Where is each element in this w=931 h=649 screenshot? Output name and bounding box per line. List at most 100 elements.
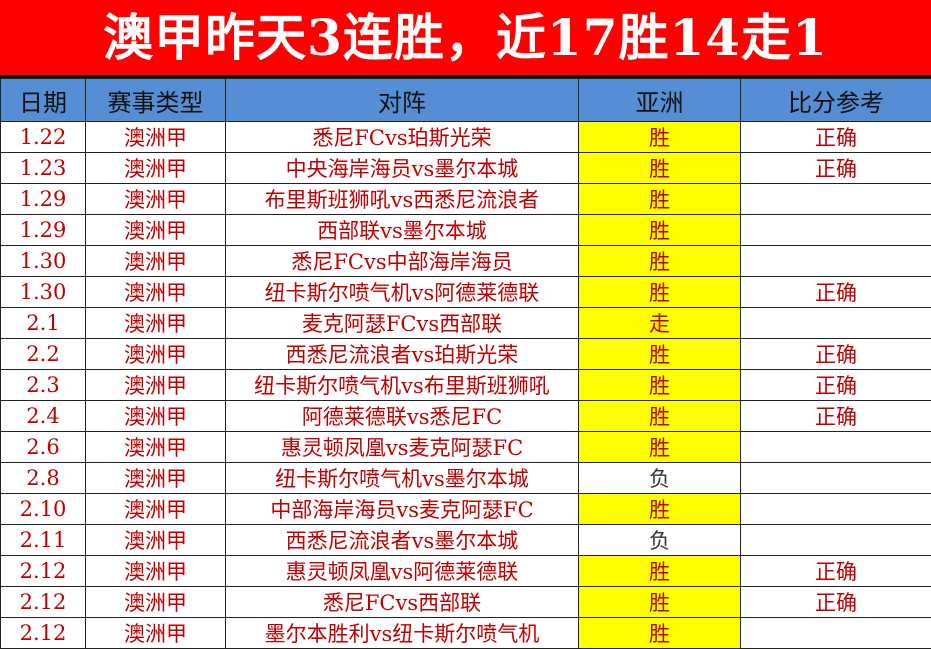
asia-cell: 胜 bbox=[578, 276, 741, 308]
type-cell: 澳洲甲 bbox=[85, 400, 226, 432]
header-asia: 亚洲 bbox=[578, 78, 741, 122]
score-cell: 正确 bbox=[740, 555, 931, 587]
results-table: 日期 赛事类型 对阵 亚洲 比分参考 1.22 澳洲甲 悉尼FCvs珀斯光荣胜正确 1… bbox=[0, 78, 931, 649]
asia-cell: 负 bbox=[578, 524, 741, 556]
match-cell: 阿德莱德联vs悉尼FC bbox=[225, 400, 579, 432]
match-cell: 惠灵顿凤凰vs阿德莱德联 bbox=[225, 555, 579, 587]
match-cell: 麦克阿瑟FCvs西部联 bbox=[225, 307, 579, 339]
date-cell: 2.4 bbox=[0, 400, 86, 432]
table-row: 2.3 澳洲甲 纽卡斯尔喷气机vs布里斯班狮吼胜正确 bbox=[0, 369, 931, 401]
match-cell: 西悉尼流浪者vs珀斯光荣 bbox=[225, 338, 579, 370]
match-cell: 中央海岸海员vs墨尔本城 bbox=[225, 152, 579, 184]
date-cell: 2.12 bbox=[0, 586, 86, 618]
score-cell bbox=[740, 307, 931, 339]
score-cell bbox=[740, 524, 931, 556]
date-cell: 2.11 bbox=[0, 524, 86, 556]
score-cell bbox=[740, 245, 931, 277]
type-cell: 澳洲甲 bbox=[85, 555, 226, 587]
type-cell: 澳洲甲 bbox=[85, 183, 226, 215]
asia-cell: 胜 bbox=[578, 152, 741, 184]
date-cell: 2.3 bbox=[0, 369, 86, 401]
type-cell: 澳洲甲 bbox=[85, 617, 226, 649]
header-date: 日期 bbox=[0, 78, 86, 122]
match-cell: 布里斯班狮吼vs西悉尼流浪者 bbox=[225, 183, 579, 215]
date-cell: 1.29 bbox=[0, 214, 86, 246]
asia-cell: 胜 bbox=[578, 338, 741, 370]
date-cell: 1.23 bbox=[0, 152, 86, 184]
match-cell: 纽卡斯尔喷气机vs布里斯班狮吼 bbox=[225, 369, 579, 401]
type-cell: 澳洲甲 bbox=[85, 431, 226, 463]
date-cell: 2.2 bbox=[0, 338, 86, 370]
type-cell: 澳洲甲 bbox=[85, 307, 226, 339]
date-cell: 1.22 bbox=[0, 121, 86, 153]
type-cell: 澳洲甲 bbox=[85, 462, 226, 494]
table-row: 2.12 澳洲甲 惠灵顿凤凰vs阿德莱德联胜正确 bbox=[0, 555, 931, 587]
table-row: 2.11 澳洲甲 西悉尼流浪者vs墨尔本城负 bbox=[0, 524, 931, 556]
asia-cell: 胜 bbox=[578, 617, 741, 649]
type-cell: 澳洲甲 bbox=[85, 121, 226, 153]
asia-cell: 走 bbox=[578, 307, 741, 339]
score-cell bbox=[740, 214, 931, 246]
match-cell: 西部联vs墨尔本城 bbox=[225, 214, 579, 246]
type-cell: 澳洲甲 bbox=[85, 586, 226, 618]
type-cell: 澳洲甲 bbox=[85, 524, 226, 556]
asia-cell: 胜 bbox=[578, 245, 741, 277]
match-cell: 墨尔本胜利vs纽卡斯尔喷气机 bbox=[225, 617, 579, 649]
asia-cell: 胜 bbox=[578, 183, 741, 215]
type-cell: 澳洲甲 bbox=[85, 338, 226, 370]
asia-cell: 胜 bbox=[578, 400, 741, 432]
match-cell: 惠灵顿凤凰vs麦克阿瑟FC bbox=[225, 431, 579, 463]
table-row: 2.12 澳洲甲 悉尼FCvs西部联胜正确 bbox=[0, 586, 931, 618]
match-cell: 纽卡斯尔喷气机vs墨尔本城 bbox=[225, 462, 579, 494]
table-row: 1.30 澳洲甲 纽卡斯尔喷气机vs阿德莱德联胜正确 bbox=[0, 276, 931, 308]
score-cell bbox=[740, 462, 931, 494]
table-row: 1.29 澳洲甲 布里斯班狮吼vs西悉尼流浪者胜 bbox=[0, 183, 931, 215]
table-row: 1.23 澳洲甲 中央海岸海员vs墨尔本城胜正确 bbox=[0, 152, 931, 184]
table-row: 1.30 澳洲甲 悉尼FCvs中部海岸海员胜 bbox=[0, 245, 931, 277]
score-cell bbox=[740, 431, 931, 463]
score-cell: 正确 bbox=[740, 369, 931, 401]
header-score: 比分参考 bbox=[740, 78, 931, 122]
type-cell: 澳洲甲 bbox=[85, 245, 226, 277]
page-title: 澳甲昨天3连胜，近17胜14走1 bbox=[0, 0, 931, 78]
match-cell: 悉尼FCvs中部海岸海员 bbox=[225, 245, 579, 277]
date-cell: 1.30 bbox=[0, 245, 86, 277]
match-cell: 中部海岸海员vs麦克阿瑟FC bbox=[225, 493, 579, 525]
header-row: 日期 赛事类型 对阵 亚洲 比分参考 bbox=[0, 78, 931, 122]
match-cell: 悉尼FCvs西部联 bbox=[225, 586, 579, 618]
header-type: 赛事类型 bbox=[85, 78, 226, 122]
date-cell: 2.10 bbox=[0, 493, 86, 525]
asia-cell: 胜 bbox=[578, 493, 741, 525]
date-cell: 2.1 bbox=[0, 307, 86, 339]
table-row: 1.22 澳洲甲 悉尼FCvs珀斯光荣胜正确 bbox=[0, 121, 931, 153]
score-cell: 正确 bbox=[740, 121, 931, 153]
score-cell: 正确 bbox=[740, 338, 931, 370]
score-cell bbox=[740, 493, 931, 525]
date-cell: 2.12 bbox=[0, 617, 86, 649]
table-row: 2.12 澳洲甲 墨尔本胜利vs纽卡斯尔喷气机胜 bbox=[0, 617, 931, 649]
asia-cell: 胜 bbox=[578, 586, 741, 618]
score-cell bbox=[740, 617, 931, 649]
asia-cell: 负 bbox=[578, 462, 741, 494]
table-row: 2.2 澳洲甲 西悉尼流浪者vs珀斯光荣胜正确 bbox=[0, 338, 931, 370]
asia-cell: 胜 bbox=[578, 121, 741, 153]
date-cell: 1.29 bbox=[0, 183, 86, 215]
score-cell bbox=[740, 183, 931, 215]
date-cell: 2.8 bbox=[0, 462, 86, 494]
table-row: 2.1 澳洲甲 麦克阿瑟FCvs西部联走 bbox=[0, 307, 931, 339]
match-cell: 西悉尼流浪者vs墨尔本城 bbox=[225, 524, 579, 556]
table-row: 2.4 澳洲甲 阿德莱德联vs悉尼FC 胜正确 bbox=[0, 400, 931, 432]
score-cell: 正确 bbox=[740, 152, 931, 184]
asia-cell: 胜 bbox=[578, 214, 741, 246]
match-cell: 纽卡斯尔喷气机vs阿德莱德联 bbox=[225, 276, 579, 308]
type-cell: 澳洲甲 bbox=[85, 152, 226, 184]
type-cell: 澳洲甲 bbox=[85, 214, 226, 246]
table-row: 2.10 澳洲甲 中部海岸海员vs麦克阿瑟FC 胜 bbox=[0, 493, 931, 525]
score-cell: 正确 bbox=[740, 586, 931, 618]
asia-cell: 胜 bbox=[578, 369, 741, 401]
table-row: 2.6 澳洲甲 惠灵顿凤凰vs麦克阿瑟FC 胜 bbox=[0, 431, 931, 463]
score-cell: 正确 bbox=[740, 400, 931, 432]
date-cell: 2.12 bbox=[0, 555, 86, 587]
date-cell: 2.6 bbox=[0, 431, 86, 463]
asia-cell: 胜 bbox=[578, 431, 741, 463]
